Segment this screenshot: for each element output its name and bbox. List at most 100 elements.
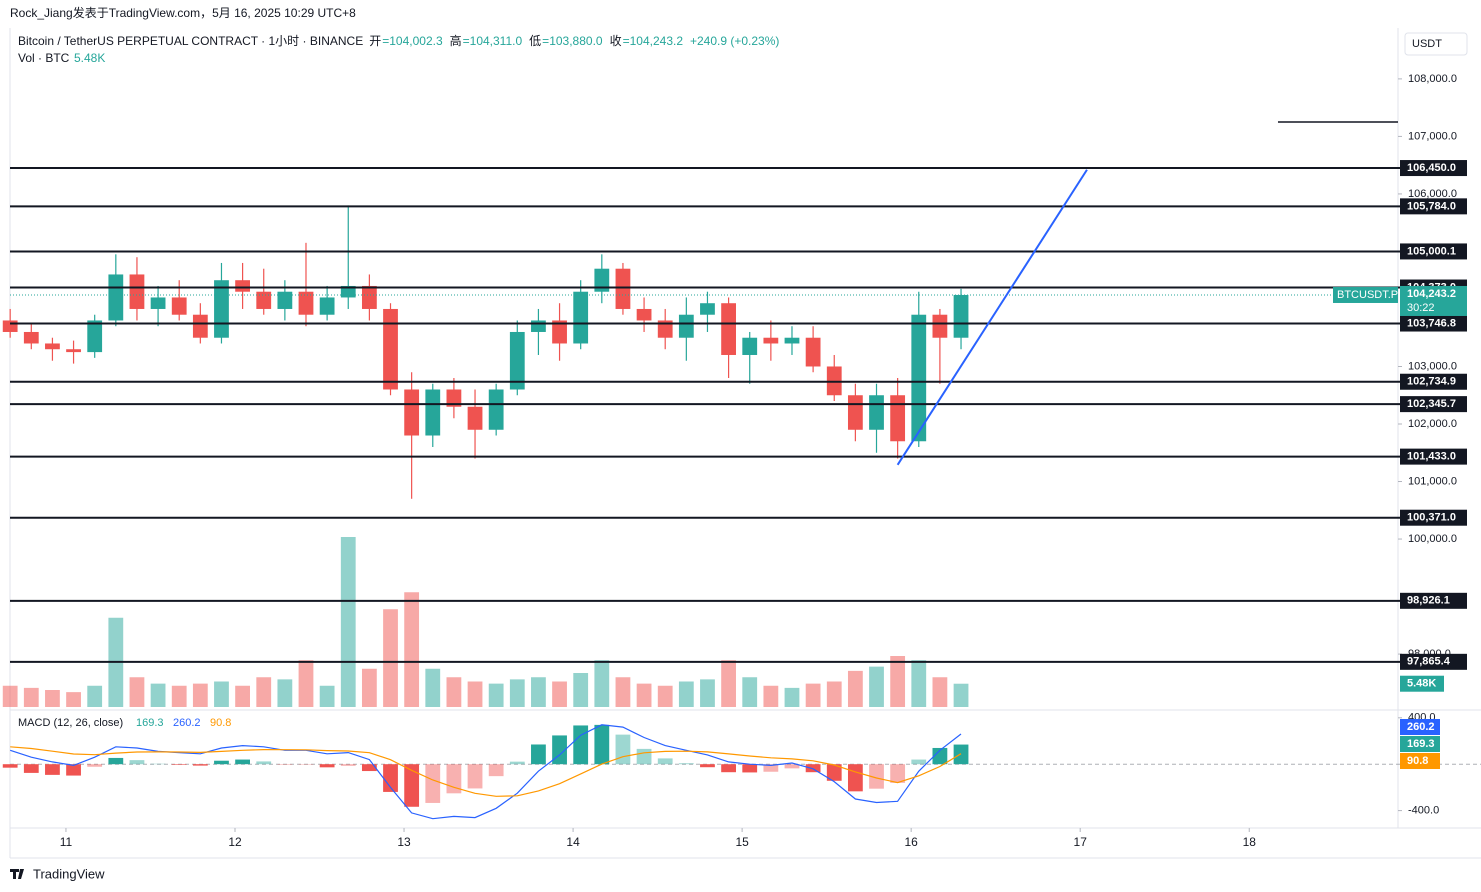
x-tick-label: 11 — [60, 835, 73, 849]
trendline — [896, 169, 1088, 466]
candle-body — [467, 406, 483, 430]
volume-bar — [509, 679, 525, 707]
volume-bar — [45, 690, 60, 707]
brand-logo — [10, 869, 24, 879]
instrument: Bitcoin / TetherUS PERPETUAL CONTRACT · … — [18, 34, 363, 48]
volume-bar — [721, 660, 736, 707]
volume-title: Vol · BTC — [18, 51, 70, 65]
y-tick-label: 102,000.0 — [1408, 418, 1457, 430]
ohlc-label: 开 — [369, 34, 381, 48]
ohlc-label: 收 — [610, 34, 622, 48]
candle-body — [446, 389, 462, 407]
level-label-box — [1400, 243, 1467, 260]
volume-label: 5.48K — [1407, 678, 1436, 690]
candle-body — [509, 331, 525, 390]
histogram-last-box — [1400, 736, 1440, 752]
volume-bar — [847, 670, 863, 707]
macd-histogram-bar — [235, 759, 250, 765]
volume-bar — [277, 679, 293, 707]
x-tick-label: 13 — [397, 835, 411, 849]
candle-body — [87, 320, 103, 353]
currency[interactable]: USDT — [1412, 38, 1442, 50]
candle-body — [2, 320, 18, 332]
volume-bar — [636, 683, 652, 707]
candle-body — [129, 274, 145, 309]
level-label: 101,433.0 — [1407, 451, 1456, 463]
volume-bar — [425, 668, 441, 707]
x-tick-label: 14 — [566, 835, 580, 849]
volume-value: 5.48K — [74, 51, 105, 65]
volume-bar — [256, 677, 272, 707]
symbol-box — [1333, 286, 1398, 303]
macd-y-tick-label: -400.0 — [1408, 805, 1439, 817]
candle-body — [425, 389, 441, 436]
macd-histogram-bar — [404, 764, 420, 807]
volume-bar — [23, 687, 39, 707]
histogram-last: 169.3 — [1407, 738, 1435, 750]
macd-histogram-bar — [45, 764, 60, 775]
x-tick-label: 17 — [1074, 835, 1088, 849]
macd-histogram-bar — [890, 764, 906, 783]
volume-bar — [805, 683, 821, 707]
level-label: 106,450.0 — [1407, 162, 1456, 174]
candle-body — [23, 331, 39, 344]
signal-line — [10, 746, 962, 797]
candle-body — [700, 303, 715, 315]
macd-histogram-bar — [488, 764, 504, 777]
level-label: 102,345.7 — [1407, 398, 1456, 410]
macd-histogram-bar — [573, 725, 589, 765]
countdown: 30:22 — [1407, 302, 1435, 314]
volume-bar — [552, 681, 567, 707]
x-tick-label: 15 — [735, 835, 749, 849]
candle-body — [594, 268, 610, 292]
macd-histogram-bar — [66, 764, 81, 776]
volume-bar — [826, 681, 842, 707]
candle-body — [784, 337, 800, 344]
candle-body — [953, 294, 969, 338]
candle-body — [361, 285, 377, 309]
macd-histogram-bar — [911, 759, 927, 765]
level-label: 105,000.1 — [1407, 245, 1456, 257]
level-label-box — [1400, 160, 1467, 177]
ohlc-label: 高 — [450, 33, 462, 48]
y-tick-label: 106,000.0 — [1408, 188, 1457, 200]
level-label-box — [1400, 396, 1467, 413]
volume-bar — [531, 677, 546, 707]
candle-body — [742, 337, 758, 355]
level-label-box — [1400, 592, 1467, 609]
candle-body — [108, 274, 124, 321]
candle-body — [235, 280, 250, 292]
candle-body — [890, 395, 906, 442]
volume-bar — [657, 685, 673, 707]
candle-body — [214, 280, 229, 338]
candle-body — [636, 308, 652, 321]
currency-box[interactable] — [1404, 32, 1468, 56]
volume-bar — [171, 685, 187, 707]
macd-histogram-bar — [869, 764, 884, 789]
candle-body — [488, 389, 504, 430]
y-tick-label: 107,000.0 — [1408, 130, 1457, 142]
volume-bar — [467, 681, 483, 707]
macd-histogram-bar — [509, 761, 525, 765]
volume-bar — [488, 683, 504, 707]
volume-label-box — [1400, 675, 1444, 692]
macd-histogram-bar — [721, 764, 736, 773]
volume-bar — [214, 681, 229, 707]
level-label: 98,926.1 — [1407, 595, 1450, 607]
level-label-box — [1400, 315, 1467, 332]
ohlc-value: 104,311.0 — [470, 34, 523, 48]
macd-histogram-bar — [214, 760, 229, 765]
macd-histogram-bar — [742, 764, 758, 773]
y-tick-label: 101,000.0 — [1408, 475, 1457, 487]
volume-bar — [742, 677, 758, 707]
macd-histogram-bar — [784, 764, 800, 769]
volume-bar — [66, 692, 81, 707]
macd-histogram-bar — [847, 764, 863, 792]
x-tick-label: 16 — [904, 835, 918, 849]
macd-histogram-bar — [277, 764, 293, 765]
volume-bar — [340, 537, 356, 707]
macd-histogram-bar — [531, 744, 546, 765]
volume-bar — [594, 660, 610, 707]
volume-bar — [869, 666, 884, 707]
